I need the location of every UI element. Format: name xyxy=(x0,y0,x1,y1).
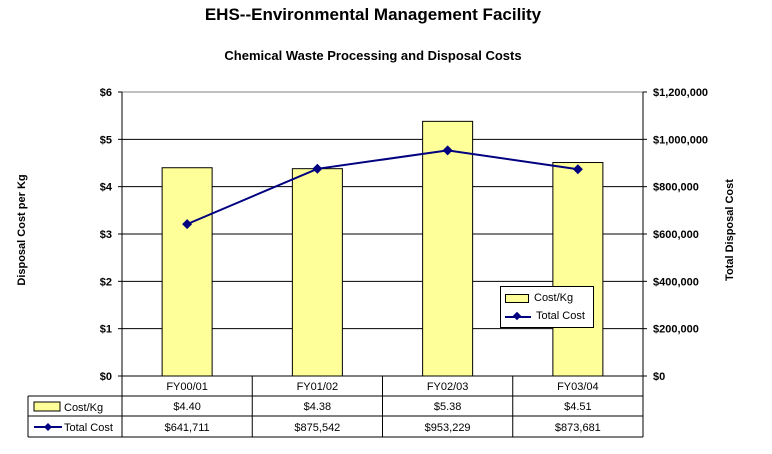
chart-title: EHS--Environmental Management Facility xyxy=(204,5,542,24)
left-tick-label: $0 xyxy=(100,371,112,383)
table-cell-cost-kg: $4.38 xyxy=(304,401,332,413)
left-tick-label: $1 xyxy=(100,324,112,336)
category-label: FY03/04 xyxy=(557,381,599,393)
chart-subtitle: Chemical Waste Processing and Disposal C… xyxy=(224,48,522,63)
table-cell-cost-kg: $5.38 xyxy=(434,401,462,413)
category-label: FY02/03 xyxy=(427,381,469,393)
table-cell-total-cost: $641,711 xyxy=(165,422,210,434)
right-tick-label: $0 xyxy=(653,371,665,383)
point-total-cost xyxy=(572,164,583,175)
table-cell-cost-kg: $4.51 xyxy=(564,401,592,413)
right-tick-label: $400,000 xyxy=(653,276,699,288)
table-cell-total-cost: $873,681 xyxy=(555,422,601,434)
right-tick-label: $1,200,000 xyxy=(653,87,708,99)
legend: Cost/Kg Total Cost xyxy=(500,286,594,328)
table-cell-cost-kg: $4.40 xyxy=(173,401,201,413)
left-tick-label: $2 xyxy=(100,276,112,288)
right-tick-label: $1,000,000 xyxy=(653,134,708,146)
left-tick-label: $5 xyxy=(100,134,112,146)
table-cell-total-cost: $953,229 xyxy=(425,422,471,434)
right-tick-label: $800,000 xyxy=(653,182,699,194)
bar-cost-kg xyxy=(291,168,343,377)
category-label: FY01/02 xyxy=(297,381,339,393)
category-label: FY00/01 xyxy=(166,381,208,393)
table-row-label-total-cost: Total Cost xyxy=(64,422,113,434)
legend-item-total-cost: Total Cost xyxy=(505,308,585,324)
right-tick-label: $600,000 xyxy=(653,229,699,241)
point-total-cost xyxy=(312,163,323,174)
point-total-cost xyxy=(182,219,193,230)
table-swatch-cost-kg xyxy=(33,401,61,412)
table-point-marker-total-cost xyxy=(44,423,52,431)
legend-label-total-cost: Total Cost xyxy=(536,310,585,322)
legend-item-cost-kg: Cost/Kg xyxy=(505,290,573,306)
right-tick-label: $200,000 xyxy=(653,324,699,336)
table-row-label-cost-kg: Cost/Kg xyxy=(64,402,103,414)
left-tick-label: $3 xyxy=(100,229,112,241)
bar-cost-kg xyxy=(422,120,474,377)
bar-cost-kg xyxy=(552,162,604,377)
legend-label-cost-kg: Cost/Kg xyxy=(534,292,574,304)
table-cell-total-cost: $875,542 xyxy=(294,422,340,434)
left-tick-label: $4 xyxy=(100,182,113,194)
line-total-cost xyxy=(186,149,579,226)
legend-marker-total-cost xyxy=(505,312,531,321)
bar-cost-kg xyxy=(161,167,213,377)
left-tick-label: $6 xyxy=(100,87,112,99)
legend-swatch-cost-kg xyxy=(505,293,529,303)
point-total-cost xyxy=(442,145,453,156)
